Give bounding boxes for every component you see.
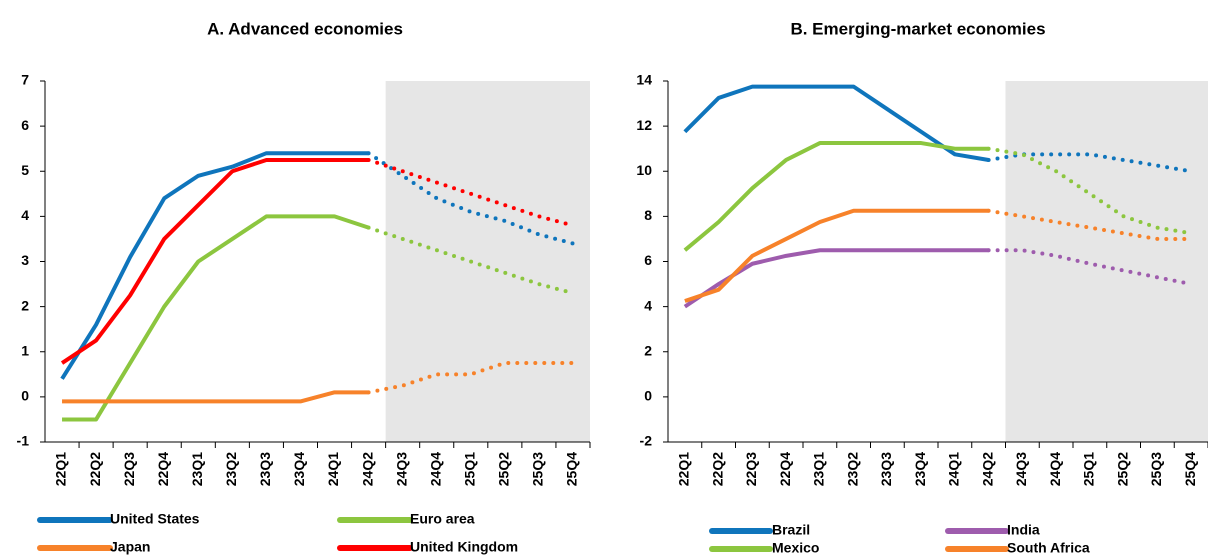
- legend-label: South Africa: [1007, 540, 1090, 556]
- series-line: [684, 208, 989, 303]
- x-tick-label: 23Q2: [223, 452, 239, 486]
- x-tick-label: 25Q3: [1148, 452, 1164, 486]
- forecast-line: [366, 151, 575, 246]
- y-tick-label: -1: [17, 433, 30, 449]
- x-tick-label: 24Q4: [427, 452, 443, 486]
- x-tick-label: 22Q3: [121, 452, 137, 486]
- x-tick-label: 24Q4: [1047, 452, 1063, 486]
- x-tick-label: 22Q4: [155, 452, 171, 486]
- x-tick-label: 22Q4: [777, 452, 793, 486]
- y-tick-label: 0: [21, 388, 29, 404]
- x-tick-label: 25Q1: [461, 452, 477, 486]
- y-tick-label: 8: [644, 207, 652, 223]
- x-tick-label: 24Q3: [393, 452, 409, 486]
- x-tick-label: 23Q4: [912, 452, 928, 486]
- legend-label: United Kingdom: [410, 539, 518, 555]
- x-tick-label: 25Q2: [1114, 452, 1130, 486]
- legend-label: Brazil: [772, 522, 810, 538]
- chart-title: B. Emerging-market economies: [790, 19, 1045, 38]
- series-line: [683, 84, 989, 162]
- x-tick-label: 25Q3: [530, 452, 546, 486]
- y-tick-label: 6: [644, 252, 652, 268]
- series-line: [62, 390, 369, 404]
- y-tick-label: 0: [644, 388, 652, 404]
- forecast-line: [986, 146, 1194, 236]
- series-line: [683, 141, 989, 252]
- x-tick-label: 23Q4: [291, 452, 307, 486]
- x-tick-label: 23Q1: [811, 452, 827, 486]
- x-tick-label: 24Q2: [359, 452, 375, 486]
- legend-label: United States: [110, 511, 200, 527]
- x-tick-label: 24Q1: [946, 452, 962, 486]
- x-tick-label: 25Q4: [1182, 452, 1198, 486]
- x-tick-label: 22Q2: [709, 452, 725, 486]
- forecast-line: [986, 248, 1194, 287]
- x-tick-label: 22Q1: [53, 452, 69, 486]
- y-tick-label: 14: [636, 72, 652, 88]
- x-tick-label: 25Q2: [496, 452, 512, 486]
- y-tick-label: 7: [21, 72, 29, 88]
- forecast-line: [366, 157, 575, 228]
- y-tick-label: 12: [636, 117, 652, 133]
- y-tick-label: 3: [21, 252, 29, 268]
- forecast-shade: [1005, 81, 1208, 442]
- x-tick-label: 25Q1: [1081, 452, 1097, 486]
- y-tick-label: -2: [640, 433, 653, 449]
- legend-label: India: [1007, 522, 1040, 538]
- x-tick-label: 24Q1: [325, 452, 341, 486]
- x-tick-label: 23Q3: [257, 452, 273, 486]
- series-line: [60, 151, 369, 380]
- x-tick-label: 23Q3: [878, 452, 894, 486]
- x-tick-label: 24Q2: [979, 452, 995, 486]
- x-tick-label: 25Q4: [564, 452, 580, 486]
- y-tick-label: 4: [644, 297, 652, 313]
- y-tick-label: 5: [21, 162, 29, 178]
- series-line: [62, 214, 370, 422]
- x-tick-label: 22Q3: [743, 452, 759, 486]
- forecast-shade: [385, 81, 590, 442]
- forecast-line: [986, 208, 1194, 241]
- forecast-line: [366, 225, 575, 296]
- y-tick-label: 2: [21, 297, 29, 313]
- legend-label: Japan: [110, 539, 150, 555]
- chart-title: A. Advanced economies: [207, 19, 403, 38]
- y-tick-label: 2: [644, 342, 652, 358]
- forecast-line: [366, 361, 575, 395]
- x-tick-label: 22Q1: [676, 452, 692, 486]
- x-tick-label: 23Q2: [844, 452, 860, 486]
- x-tick-label: 23Q1: [189, 452, 205, 486]
- x-tick-label: 24Q3: [1013, 452, 1029, 486]
- x-tick-label: 22Q2: [87, 452, 103, 486]
- y-tick-label: 1: [21, 342, 29, 358]
- legend-label: Mexico: [772, 540, 819, 556]
- y-tick-label: 10: [636, 162, 652, 178]
- legend-label: Euro area: [410, 511, 475, 527]
- y-tick-label: 4: [21, 207, 29, 223]
- y-tick-label: 6: [21, 117, 29, 133]
- series-line: [60, 157, 369, 365]
